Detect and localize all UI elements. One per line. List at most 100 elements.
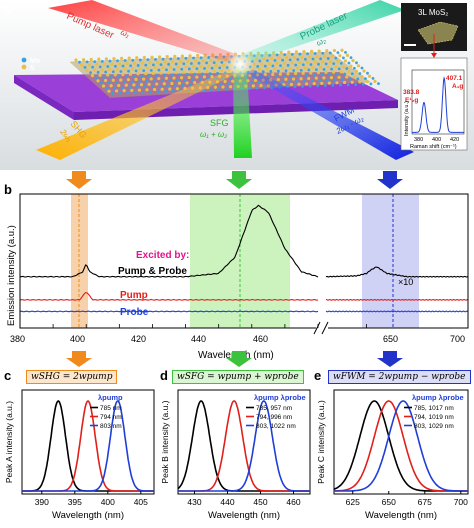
mo-atom — [166, 84, 170, 88]
mo-atom — [292, 69, 295, 72]
s-atom — [297, 82, 301, 86]
mo-atom — [195, 67, 199, 71]
mo-atom — [100, 81, 103, 85]
mo-atom — [354, 83, 358, 86]
mo-atom — [318, 78, 322, 82]
s-atom — [146, 66, 150, 70]
d-legend-item-2: 803, 1022 nm — [256, 423, 296, 430]
mo-atom — [122, 80, 126, 84]
mo-atom — [118, 91, 122, 95]
fwm-band — [362, 194, 419, 328]
mo-atom — [111, 92, 114, 95]
raman-peak-a: 407.1 — [446, 75, 463, 82]
s-atom — [155, 82, 159, 86]
s-atom — [288, 66, 292, 70]
mo-atom — [317, 62, 320, 66]
arrows-ab — [66, 171, 403, 189]
mo-atom — [89, 71, 92, 74]
probe-sub: ω₂ — [315, 36, 327, 48]
mo-atom — [102, 76, 105, 79]
s-atom — [131, 67, 135, 71]
mo-atom — [326, 57, 330, 60]
mo-atom — [192, 56, 195, 60]
mo-atom — [128, 85, 132, 89]
mo-atom — [187, 67, 191, 71]
s-atom — [339, 70, 343, 74]
s-atom — [212, 69, 216, 73]
s-atom — [312, 82, 316, 86]
s-atom — [343, 80, 347, 85]
panel-letter-d: d — [160, 368, 168, 383]
mo-atom — [174, 62, 178, 66]
s-atom — [291, 77, 296, 81]
s-atom — [104, 57, 108, 61]
s-atom — [290, 61, 294, 65]
mo-atom — [257, 81, 261, 84]
c-frame — [21, 389, 155, 495]
panel-letter-a: a — [4, 2, 12, 17]
b-xtick-3: 440 — [191, 334, 206, 344]
mo-atom — [345, 67, 349, 70]
s-atom — [163, 60, 167, 64]
s-atom — [326, 65, 330, 69]
mo-atom — [377, 82, 380, 85]
s-atom — [323, 54, 327, 58]
mo-atom — [358, 72, 362, 75]
s-atom — [294, 71, 298, 76]
d-xtick-2: 450 — [253, 497, 267, 507]
d-xtick-3: 460 — [286, 497, 300, 507]
mo-atom — [319, 57, 322, 61]
c-legend-item-0: 785 nm — [100, 405, 122, 412]
mo-atom — [369, 82, 373, 86]
mo-atom — [127, 69, 130, 73]
mo-atom — [126, 91, 130, 95]
s-atom — [216, 58, 220, 62]
mo-atom — [371, 77, 375, 80]
chart-d: 430 440 450 460 Wavelength (nm) Peak B intens… — [160, 389, 311, 521]
mo-atom — [208, 72, 212, 75]
series-label-pump: Pump — [120, 290, 148, 301]
magnify-label: ×10 — [398, 277, 413, 287]
mo-atom — [85, 60, 89, 64]
mo-atom — [136, 64, 140, 67]
mo-atom — [176, 57, 180, 60]
mo-atom — [321, 51, 325, 55]
c-xtick-3: 405 — [134, 497, 148, 507]
mo-atom — [344, 51, 347, 54]
series-label-pp: Pump & Probe — [118, 266, 187, 277]
s-atom — [332, 70, 336, 74]
s-atom — [269, 56, 274, 60]
s-atom — [307, 55, 312, 59]
mo-atom — [290, 52, 294, 56]
mo-atom — [142, 69, 146, 73]
raman-xtick-2: 420 — [450, 137, 459, 143]
s-atom — [324, 70, 328, 74]
mo-atom — [146, 58, 150, 62]
mo-atom — [301, 63, 305, 67]
d-legend-item-1: 794, 996 nm — [256, 414, 292, 421]
s-atom — [321, 60, 325, 64]
mo-atom — [343, 72, 347, 76]
s-atom — [174, 70, 178, 75]
c-legend-item-2: 803 nm — [100, 423, 122, 430]
mo-atom — [111, 70, 115, 74]
mo-atom — [91, 65, 94, 69]
s-atom — [89, 57, 93, 62]
mo-atom — [335, 72, 339, 76]
mo-atom — [313, 52, 317, 55]
s-atom — [322, 76, 326, 80]
pump-sub: ω₁ — [119, 28, 131, 40]
mo-atom — [269, 69, 273, 73]
mo-atom — [333, 78, 337, 82]
b-ylabel: Emission intensity (a.u.) — [6, 225, 17, 326]
s-atom — [301, 71, 305, 75]
s-atom — [305, 82, 309, 86]
mo-atom — [165, 68, 168, 72]
e-legend-title: λpump λprobe — [412, 393, 464, 402]
s-atom — [334, 65, 338, 69]
mo-atom — [308, 84, 312, 88]
mo-atom — [131, 58, 135, 62]
mo-atom — [125, 75, 128, 79]
mo-atom — [301, 85, 304, 88]
mo-atom — [342, 56, 345, 60]
